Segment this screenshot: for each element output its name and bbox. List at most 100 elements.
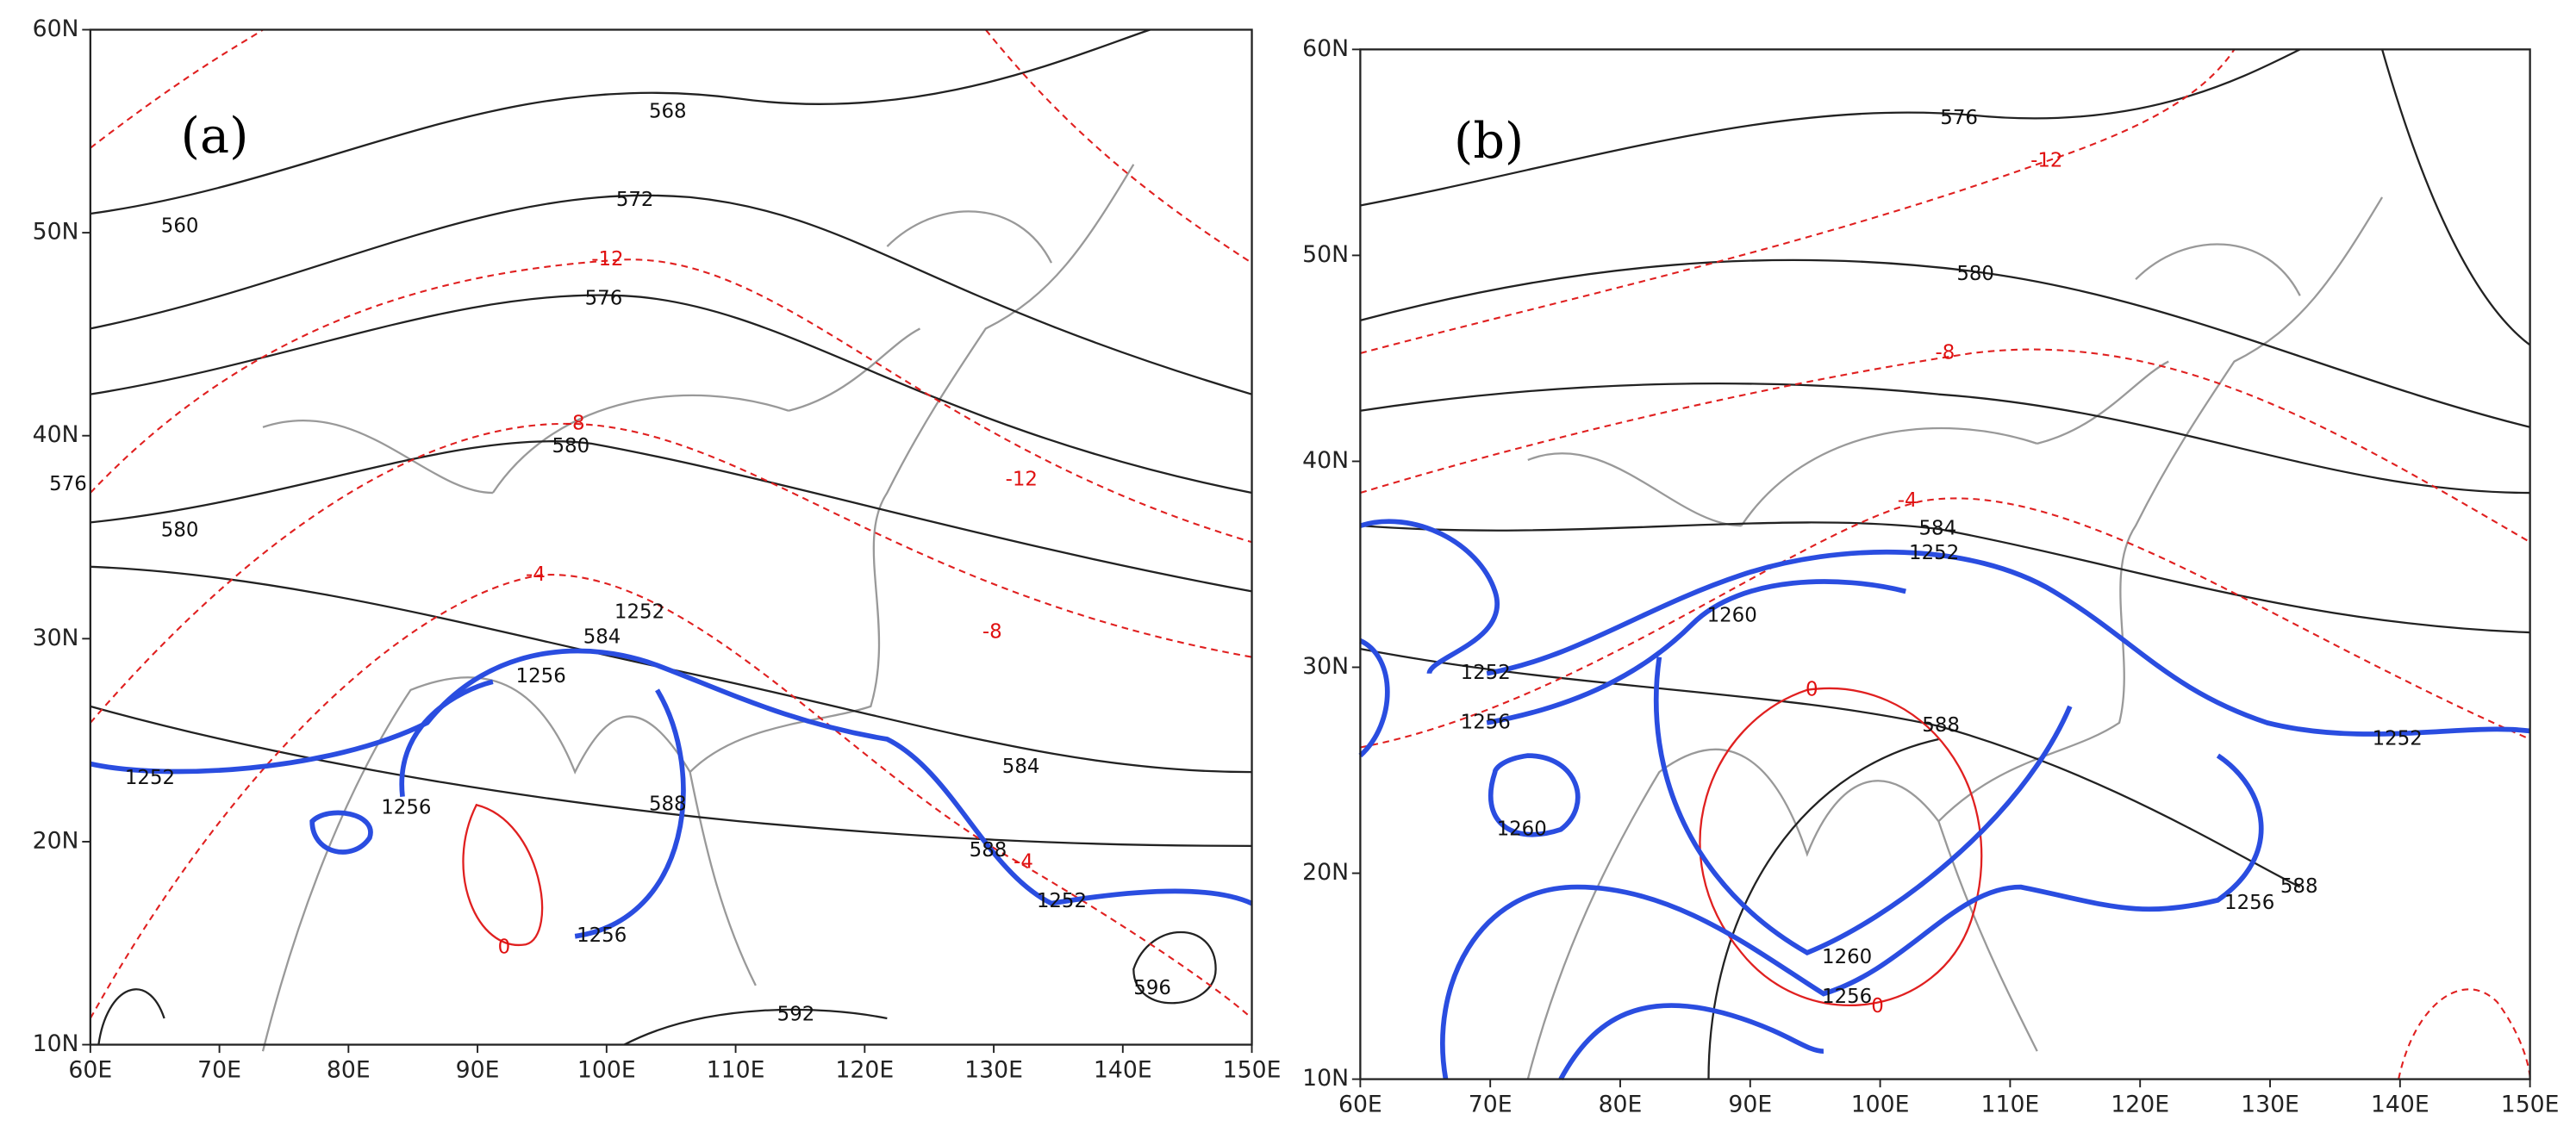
temperature-contour	[1360, 497, 2531, 749]
lon-tick-label: 130E	[2241, 1092, 2299, 1118]
lat-tick-label: 20N	[33, 827, 79, 854]
height-contour	[90, 28, 1151, 215]
height-label: 588	[2280, 875, 2318, 898]
isentrope-label: 1256	[516, 665, 566, 688]
temperature-contour	[89, 574, 1253, 1019]
temperature-contour	[90, 28, 1253, 264]
height-contour	[1707, 737, 1939, 1080]
temperature-label: -12	[1006, 468, 1038, 490]
isentrope-label: 1260	[1707, 605, 1757, 627]
lon-tick-label: 110E	[707, 1057, 765, 1084]
lat-tick-label: 10N	[1302, 1065, 1349, 1092]
isentrope-label: 1252	[1461, 662, 1511, 684]
height-contour	[1360, 258, 2530, 428]
lon-tick-label: 60E	[1338, 1092, 1382, 1118]
height-contour	[90, 705, 1252, 848]
contour-labels: 576 580 584 588 588 -12 -8 -4 0 0 1252 1…	[1461, 107, 2423, 1017]
isentrope-label: 1256	[2224, 892, 2274, 914]
isentrope-contour	[1653, 657, 2073, 955]
temperature-label: -12	[591, 248, 623, 271]
height-contour	[1360, 521, 2530, 634]
lon-tick-label: 60E	[68, 1057, 112, 1084]
lon-tick-label: 140E	[1094, 1057, 1152, 1084]
height-label: 568	[649, 100, 687, 122]
panel-label: (b)	[1454, 113, 1524, 170]
temperature-contour	[90, 422, 1252, 724]
height-label: 596	[1133, 977, 1171, 999]
height-label: 560	[161, 215, 199, 238]
height-label: 588	[970, 839, 1007, 862]
lon-tick-label: 100E	[577, 1057, 636, 1084]
lat-tick-label: 60N	[33, 16, 79, 42]
lat-tick-label: 30N	[33, 625, 79, 651]
temperature-label: -8	[982, 621, 1002, 644]
height-contour	[90, 440, 1252, 593]
lat-tick-label: 40N	[1302, 447, 1349, 474]
lon-tick-label: 120E	[835, 1057, 894, 1084]
height-contour	[90, 194, 1252, 395]
isentrope-label: 1252	[1037, 890, 1087, 912]
isentrope-label: 1256	[1461, 711, 1511, 733]
lon-tick-label: 90E	[1728, 1092, 1772, 1118]
isentrope-label: 1256	[381, 797, 431, 819]
isentrope-contour	[1358, 638, 1390, 758]
lon-tick-label: 140E	[2371, 1092, 2429, 1118]
temperature-label: -4	[1014, 850, 1033, 873]
isentrope-contour	[90, 648, 1253, 906]
lon-tick-label: 100E	[1851, 1092, 1910, 1118]
lat-tick-label: 30N	[1302, 653, 1349, 680]
isentrope-contour	[399, 679, 686, 939]
isentrope-contour	[1488, 753, 1581, 837]
temperature-label: 0	[498, 937, 511, 959]
temperature-label: -8	[1936, 342, 1955, 364]
height-label: 588	[649, 793, 687, 816]
height-contour	[623, 1008, 888, 1046]
temperature-contour	[1360, 348, 2531, 544]
height-contour	[1360, 48, 2301, 207]
lon-tick-label: 70E	[1469, 1092, 1513, 1118]
contour-labels: 560 568 572 576 576 580 580 584 584 588 …	[49, 100, 1171, 1025]
plot-frame	[89, 28, 1253, 1046]
height-contour	[1360, 383, 2530, 495]
temperature-label: 0	[1806, 678, 1818, 700]
height-label: 580	[552, 435, 589, 457]
temperature-contour	[90, 258, 1252, 544]
temperature-contour	[1699, 687, 1983, 1006]
isentrope-label: 1252	[614, 601, 664, 624]
temperature-contour	[1360, 48, 2236, 355]
height-contour	[1132, 930, 1217, 1005]
isentrope-contour	[1558, 1003, 1824, 1080]
height-label: 576	[585, 288, 623, 310]
panel-a: (a) 560 568 572 576 576 580 580 584 584 …	[49, 28, 1253, 1052]
isentrope-label: 1252	[1909, 542, 1959, 564]
isentrope-contour	[309, 810, 373, 855]
lon-tick-label: 80E	[1599, 1092, 1643, 1118]
lon-tick-label: 80E	[327, 1057, 371, 1084]
panel-b: (b) 576 580 584 588 588 -12 -8 -4 0 0 12…	[1358, 48, 2531, 1080]
lat-tick-label: 40N	[33, 421, 79, 448]
lon-tick-label: 130E	[964, 1057, 1023, 1084]
height-label: 592	[777, 1004, 815, 1026]
isentrope-contour	[1359, 519, 2530, 737]
lon-tick-label: 110E	[1981, 1092, 2040, 1118]
height-label: 580	[1956, 263, 1994, 285]
lat-tick-label: 20N	[1302, 859, 1349, 886]
height-contour	[97, 988, 165, 1045]
isentrope-label: 1256	[577, 924, 627, 947]
height-label: 572	[616, 189, 654, 211]
lat-tick-label: 50N	[1302, 241, 1349, 268]
height-contour	[90, 294, 1252, 495]
temperature-contour	[462, 803, 544, 946]
lon-tick-label: 90E	[456, 1057, 500, 1084]
height-label: 576	[49, 473, 87, 495]
plot-frame	[1359, 48, 2531, 1080]
temperature-label: -4	[526, 563, 546, 586]
height-contour	[90, 565, 1252, 774]
temperature-contour	[2398, 988, 2531, 1080]
lon-tick-label: 120E	[2111, 1092, 2169, 1118]
isentrope-contour	[1486, 579, 1906, 725]
height-contour	[2380, 49, 2531, 346]
lon-tick-label: 70E	[197, 1057, 241, 1084]
temperature-label: -4	[1898, 489, 1918, 512]
